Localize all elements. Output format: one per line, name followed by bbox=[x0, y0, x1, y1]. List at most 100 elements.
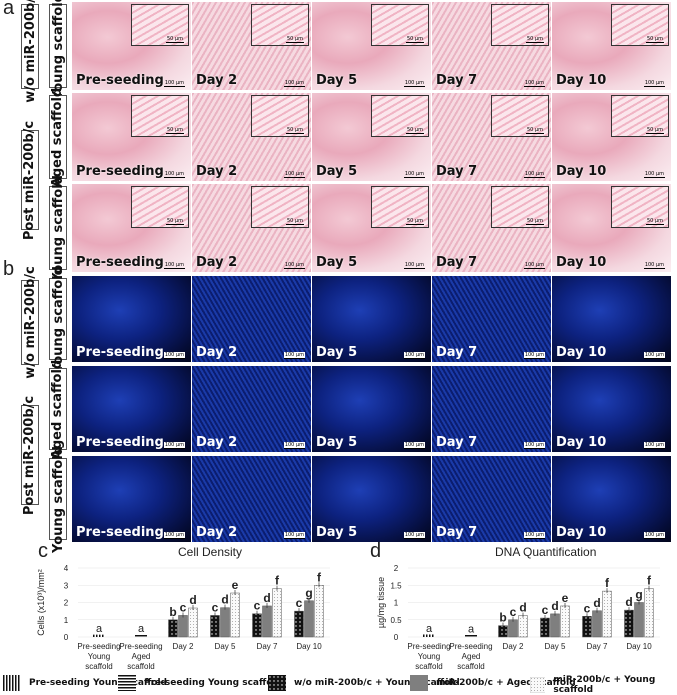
significance-letter: c bbox=[180, 600, 187, 614]
timepoint-label: Day 5 bbox=[316, 73, 358, 88]
inset-scale-bar: 50 µm bbox=[285, 127, 304, 134]
significance-letter: f bbox=[317, 570, 322, 584]
scaffold-label-young: Young scaffold bbox=[49, 445, 67, 553]
he-stain-image: Day 7 100 µm 50 µm bbox=[432, 93, 551, 181]
inset-image: 50 µm bbox=[611, 4, 669, 46]
panel-label-b: b bbox=[3, 258, 15, 280]
dapi-stain-image: Day 5 100 µm bbox=[312, 456, 431, 542]
legend-swatch-gray bbox=[410, 675, 428, 691]
legend-item: miR-200b/c + Young scaffold bbox=[530, 675, 677, 695]
group-label-without-a: w/o miR-200b/c bbox=[21, 0, 39, 103]
bar-lightdots bbox=[188, 607, 198, 638]
he-stain-image: Day 7 100 µm 50 µm bbox=[432, 2, 551, 90]
bar-preseeding bbox=[465, 634, 477, 637]
he-stain-image: Day 5 100 µm 50 µm bbox=[312, 93, 431, 181]
scale-bar: 100 µm bbox=[403, 532, 425, 539]
he-stain-image: Day 2 100 µm 50 µm bbox=[192, 184, 311, 272]
dapi-stain-image: Day 10 100 µm bbox=[552, 456, 671, 542]
x-tick-label: Pre-seeding bbox=[407, 642, 450, 651]
bar-blackdots bbox=[624, 609, 634, 638]
scale-bar: 100 µm bbox=[163, 442, 185, 449]
x-tick-label: Aged bbox=[462, 652, 481, 661]
timepoint-label: Pre-seeding bbox=[76, 345, 164, 360]
bar-lightdots bbox=[314, 585, 324, 638]
inset-image: 50 µm bbox=[611, 95, 669, 137]
x-tick-label: Day 10 bbox=[296, 642, 322, 651]
scale-bar: 100 µm bbox=[643, 352, 665, 359]
bar-preseeding bbox=[135, 634, 147, 637]
panel-label-a: a bbox=[3, 0, 15, 19]
bar-lightdots bbox=[644, 588, 654, 638]
significance-letter: f bbox=[605, 576, 610, 590]
bar-gray bbox=[220, 607, 230, 638]
scale-bar: 100 µm bbox=[643, 171, 665, 178]
significance-letter: c bbox=[296, 596, 303, 610]
x-tick-label: scaffold bbox=[127, 662, 154, 671]
inset-image: 50 µm bbox=[131, 186, 189, 228]
bar-blackdots bbox=[210, 615, 220, 638]
group-label-without-b: w/o miR-200b/c bbox=[21, 266, 39, 379]
significance-letter: c bbox=[510, 605, 517, 619]
timepoint-label: Day 7 bbox=[436, 73, 478, 88]
chart-title-d: DNA Quantification bbox=[495, 545, 597, 559]
legend-label: miR-200b/c + Aged scaffold bbox=[436, 678, 576, 688]
significance-letter: d bbox=[519, 601, 526, 615]
timepoint-label: Day 2 bbox=[196, 525, 238, 540]
inset-image: 50 µm bbox=[491, 4, 549, 46]
inset-scale-bar: 50 µm bbox=[165, 218, 184, 225]
bar-lightdots bbox=[272, 588, 282, 638]
y-tick-label: 3 bbox=[64, 581, 69, 590]
scale-bar: 100 µm bbox=[643, 442, 665, 449]
he-stain-image: Day 5 100 µm 50 µm bbox=[312, 2, 431, 90]
x-tick-label: Day 2 bbox=[173, 642, 194, 651]
x-tick-label: scaffold bbox=[457, 662, 484, 671]
dapi-stain-image: Day 10 100 µm bbox=[552, 276, 671, 362]
inset-scale-bar: 50 µm bbox=[645, 36, 664, 43]
bar-gray bbox=[304, 600, 314, 638]
legend-label: Pre-seeding Young scaffold bbox=[144, 678, 282, 688]
timepoint-label: Day 5 bbox=[316, 525, 358, 540]
bar-blackdots bbox=[294, 610, 304, 638]
dapi-stain-image: Day 5 100 µm bbox=[312, 366, 431, 452]
significance-letter: b bbox=[169, 605, 176, 619]
timepoint-label: Day 5 bbox=[316, 164, 358, 179]
he-stain-image: Day 7 100 µm 50 µm bbox=[432, 184, 551, 272]
inset-scale-bar: 50 µm bbox=[645, 127, 664, 134]
y-tick-label: 4 bbox=[64, 564, 69, 573]
he-stain-image: Day 10 100 µm 50 µm bbox=[552, 184, 671, 272]
group-label-post-b: Post miR-200b/c bbox=[21, 395, 39, 515]
bar-lightdots bbox=[602, 590, 612, 638]
scale-bar: 100 µm bbox=[163, 262, 185, 269]
legend-item: miR-200b/c + Aged scaffold bbox=[410, 675, 576, 691]
bar-blackdots bbox=[582, 616, 592, 638]
scaffold-label-aged: Aged scaffold bbox=[49, 359, 67, 459]
timepoint-label: Day 7 bbox=[436, 255, 478, 270]
timepoint-label: Pre-seeding bbox=[76, 525, 164, 540]
scale-bar: 100 µm bbox=[403, 171, 425, 178]
dapi-stain-image: Day 7 100 µm bbox=[432, 276, 551, 362]
panel-label-d: d bbox=[370, 540, 382, 562]
he-stain-image: Day 2 100 µm 50 µm bbox=[192, 2, 311, 90]
bar-preseeding bbox=[423, 634, 435, 637]
dapi-stain-image: Pre-seeding 100 µm bbox=[72, 366, 191, 452]
legend-label: Pre-seeding Young scaffold bbox=[29, 678, 167, 688]
y-tick-label: 2 bbox=[394, 564, 399, 573]
dapi-stain-image: Day 2 100 µm bbox=[192, 276, 311, 362]
scale-bar: 100 µm bbox=[643, 262, 665, 269]
inset-scale-bar: 50 µm bbox=[525, 127, 544, 134]
bar-blackdots bbox=[168, 619, 178, 638]
legend-item: Pre-seeding Young scaffold bbox=[3, 675, 167, 691]
timepoint-label: Day 10 bbox=[556, 435, 607, 450]
y-tick-label: 0.5 bbox=[390, 616, 402, 625]
bar-gray bbox=[592, 610, 602, 638]
group-label-post-a: Post miR-200b/c bbox=[21, 120, 39, 240]
scaffold-label-aged: Aged scaffold bbox=[49, 87, 67, 187]
scale-bar: 100 µm bbox=[643, 80, 665, 87]
bar-gray bbox=[262, 605, 272, 638]
inset-image: 50 µm bbox=[371, 95, 429, 137]
significance-letter: b bbox=[499, 611, 506, 625]
significance-letter: a bbox=[138, 623, 145, 635]
significance-letter: d bbox=[189, 593, 196, 607]
significance-letter: c bbox=[254, 599, 261, 613]
dapi-stain-image: Day 5 100 µm bbox=[312, 276, 431, 362]
